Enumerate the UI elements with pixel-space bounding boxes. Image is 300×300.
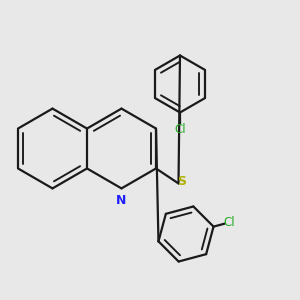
Text: N: N (116, 194, 127, 207)
Text: Cl: Cl (224, 216, 235, 229)
Text: S: S (178, 175, 187, 188)
Text: Cl: Cl (174, 122, 186, 136)
